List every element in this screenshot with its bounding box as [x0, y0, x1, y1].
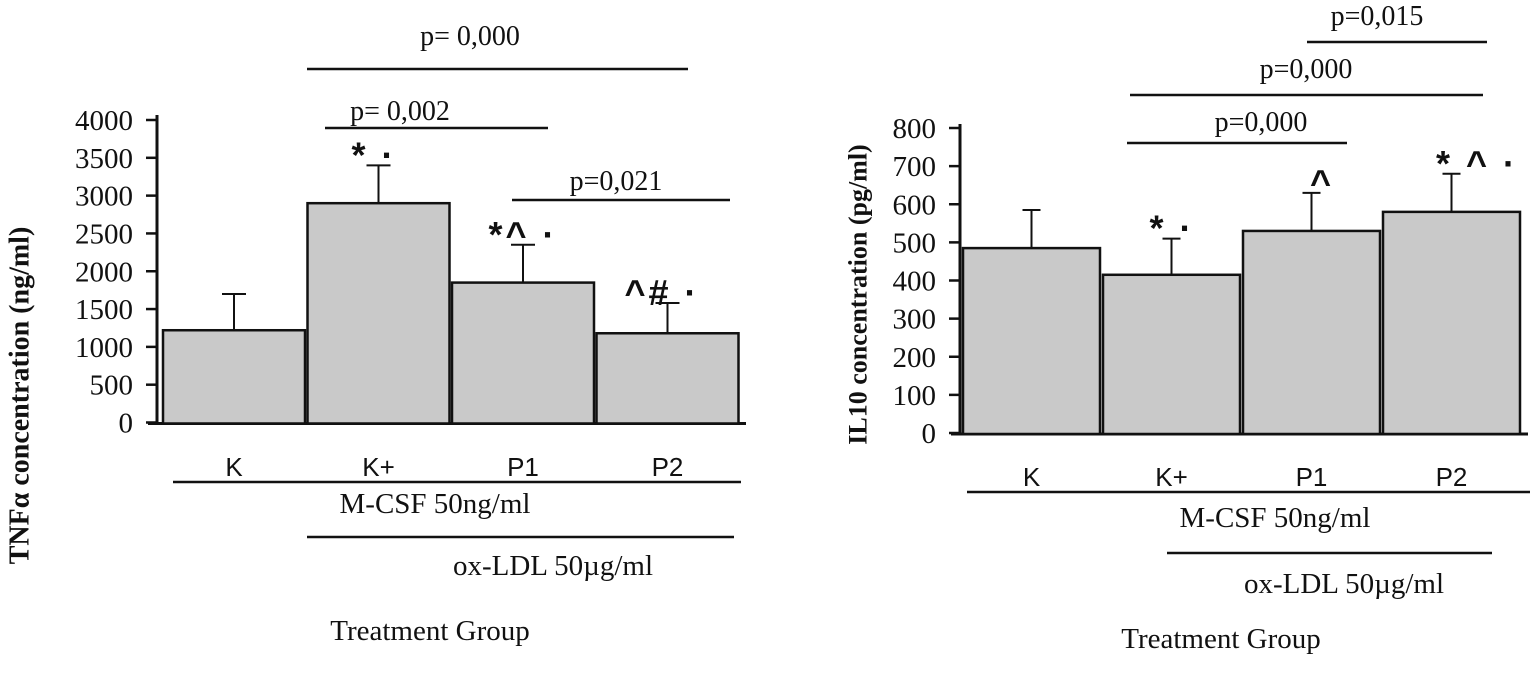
y-tick-label-tnfa-1500: 1500 — [75, 294, 133, 326]
x-axis-title-il10: Treatment Group — [971, 625, 1471, 654]
significance-marks-tnfa-P1: *^ · — [488, 214, 557, 255]
y-tick-label-tnfa-2500: 2500 — [75, 218, 133, 250]
y-tick-label-tnfa-1000: 1000 — [75, 332, 133, 364]
y-tick-label-il10-600: 600 — [893, 189, 937, 221]
bar-tnfa-P1 — [452, 283, 594, 424]
bar-il10-K — [963, 248, 1100, 434]
y-tick-label-tnfa-3000: 3000 — [75, 181, 133, 213]
y-tick-label-il10-800: 800 — [893, 113, 937, 145]
y-tick-label-il10-0: 0 — [922, 418, 937, 450]
significance-marks-tnfa-P2: ^# · — [624, 272, 699, 313]
significance-marks-il10-P2: * ^ · — [1436, 143, 1518, 184]
condition-label-il10-1: ox-LDL 50µg/ml — [1094, 570, 1535, 599]
y-axis-title-il10: IL10 concentration (pg/ml) — [844, 0, 873, 595]
y-tick-label-il10-100: 100 — [893, 380, 937, 412]
bar-tnfa-K+ — [308, 203, 450, 423]
p-value-label-tnfa-2: p=0,021 — [366, 168, 866, 196]
p-value-label-il10-2: p=0,000 — [1011, 109, 1511, 137]
y-tick-label-tnfa-4000: 4000 — [75, 105, 133, 137]
x-axis-title-tnfa: Treatment Group — [180, 617, 680, 646]
significance-marks-il10-K+: * · — [1150, 208, 1195, 249]
y-tick-label-tnfa-3500: 3500 — [75, 143, 133, 175]
y-axis-title-tnfa: TNFα concentration (ng/ml) — [5, 96, 36, 696]
p-value-label-tnfa-0: p= 0,000 — [220, 23, 720, 51]
y-tick-label-tnfa-0: 0 — [119, 408, 134, 440]
condition-label-il10-0: M-CSF 50ng/ml — [1025, 504, 1525, 533]
bar-tnfa-K — [163, 330, 305, 423]
bar-tnfa-P2 — [597, 333, 739, 423]
bar-il10-K+ — [1103, 275, 1240, 434]
y-tick-label-tnfa-2000: 2000 — [75, 256, 133, 288]
condition-label-tnfa-1: ox-LDL 50µg/ml — [303, 552, 803, 581]
group-label-il10-P2: P2 — [1202, 464, 1535, 490]
bar-il10-P2 — [1383, 212, 1520, 434]
p-value-label-il10-0: p=0,015 — [1127, 3, 1535, 31]
p-value-label-tnfa-1: p= 0,002 — [150, 98, 650, 126]
p-value-label-il10-1: p=0,000 — [1056, 56, 1535, 84]
condition-label-tnfa-0: M-CSF 50ng/ml — [185, 490, 685, 519]
y-tick-label-il10-200: 200 — [893, 342, 937, 374]
y-tick-label-il10-300: 300 — [893, 304, 937, 336]
y-tick-label-il10-400: 400 — [893, 266, 937, 298]
bar-il10-P1 — [1243, 231, 1380, 434]
y-tick-label-tnfa-500: 500 — [90, 370, 134, 402]
y-tick-label-il10-500: 500 — [893, 227, 937, 259]
y-tick-label-il10-700: 700 — [893, 151, 937, 183]
significance-marks-il10-P1: ^ — [1310, 162, 1334, 203]
